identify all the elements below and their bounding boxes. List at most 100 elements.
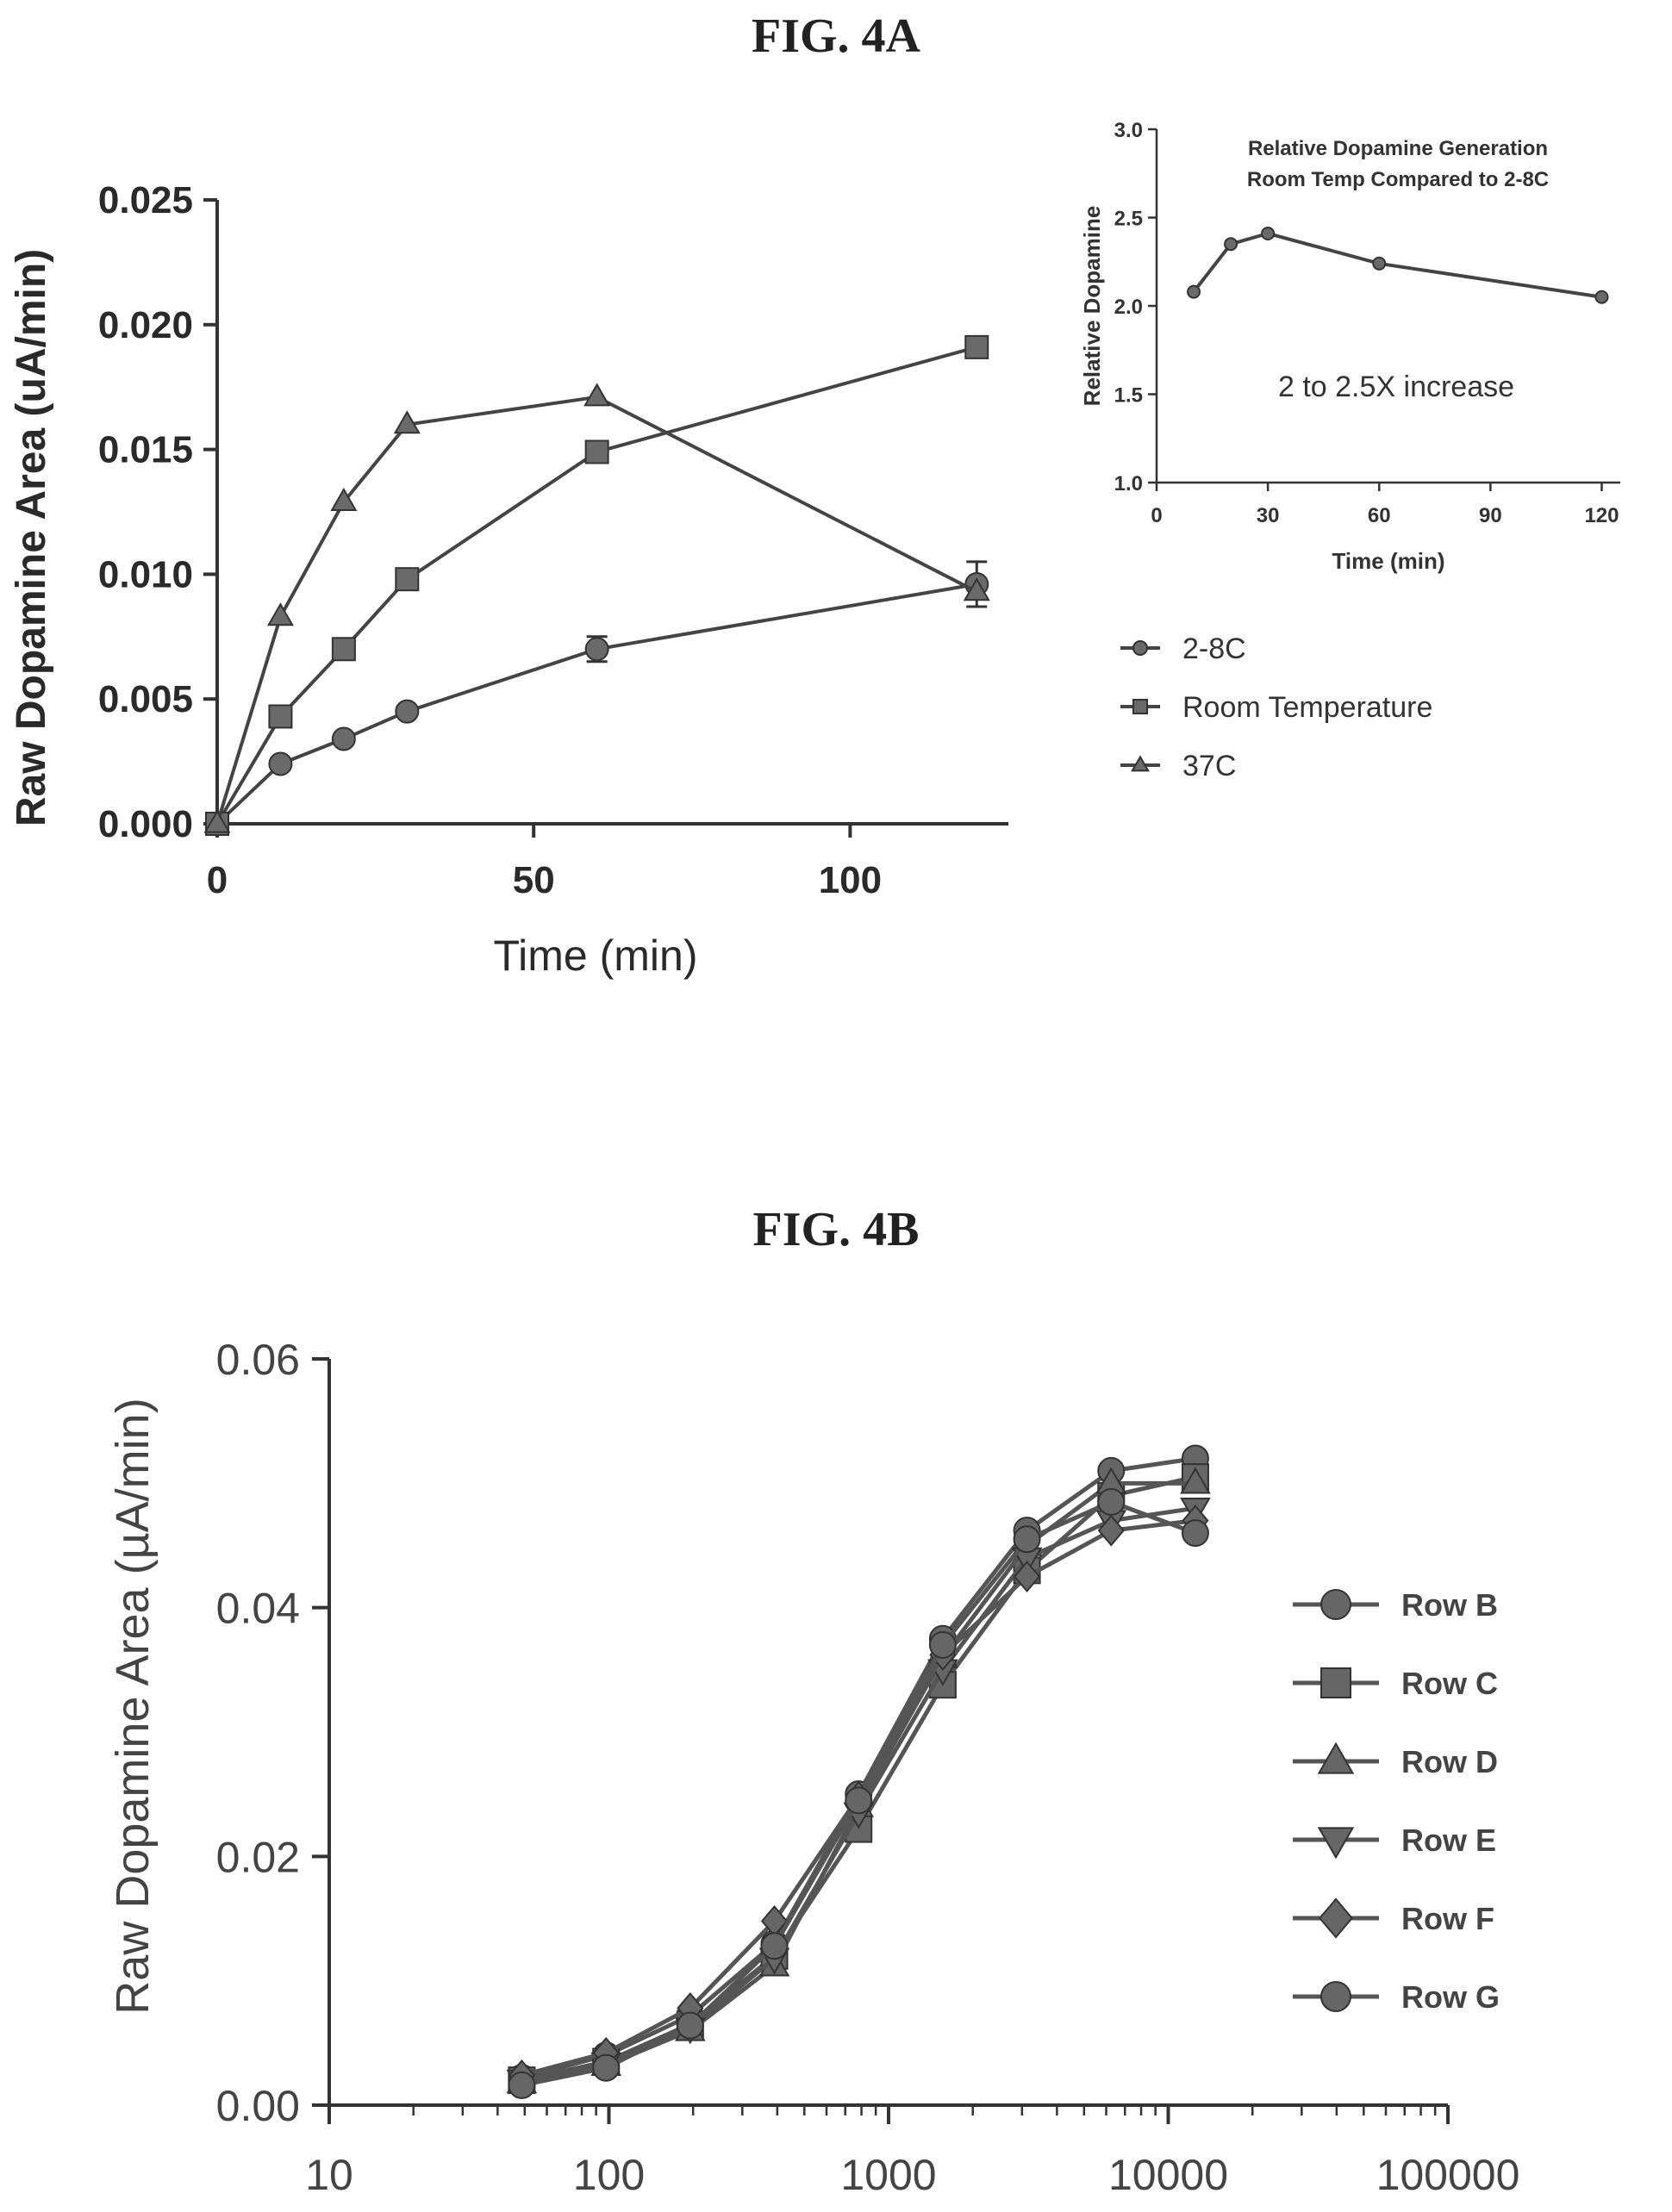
data-point bbox=[928, 1630, 957, 1659]
x-tick-label: 90 bbox=[1479, 504, 1502, 527]
figure-4a-title: FIG. 4A bbox=[752, 9, 921, 63]
legend-label: Row E bbox=[1401, 1823, 1496, 1858]
data-point bbox=[1181, 1519, 1209, 1548]
inset-series-line bbox=[1192, 231, 1602, 299]
legend-label: Row C bbox=[1401, 1666, 1498, 1701]
legend-marker bbox=[1320, 1589, 1351, 1620]
legend-label: 37C bbox=[1182, 750, 1236, 782]
series-line bbox=[215, 345, 977, 826]
legend-label: Room Temperature bbox=[1182, 691, 1432, 724]
series-line bbox=[215, 395, 978, 825]
y-tick-label: 2.5 bbox=[1114, 208, 1143, 231]
data-point bbox=[964, 334, 989, 359]
x-tick-label: 120 bbox=[1584, 504, 1619, 527]
y-tick-label: 0.025 bbox=[98, 179, 193, 221]
series-line bbox=[521, 1455, 1196, 2080]
y-tick-label: 3.0 bbox=[1114, 119, 1143, 142]
x-tick-label: 60 bbox=[1368, 504, 1391, 527]
x-tick-label: 0 bbox=[1151, 504, 1162, 527]
legend-marker bbox=[1320, 1981, 1351, 2012]
y-tick-label: 0.02 bbox=[216, 1833, 300, 1881]
inset-data-point bbox=[1224, 237, 1238, 252]
legend-marker bbox=[1320, 1667, 1351, 1698]
chart-4a-main: 0.000 0.005 0.010 0.015 0.020 0.025 0 50 100 Time… bbox=[9, 179, 1432, 980]
y-axis-label: Relative Dopamine bbox=[1079, 206, 1105, 407]
data-point bbox=[393, 410, 421, 434]
data-point bbox=[584, 439, 609, 464]
y-axis-label: Raw Dopamine Area (uA/min) bbox=[9, 249, 54, 826]
data-point bbox=[268, 751, 293, 776]
y-tick-label: 0.005 bbox=[98, 678, 193, 720]
inset-data-point bbox=[1372, 256, 1387, 271]
x-tick-label: 100 bbox=[819, 859, 882, 901]
inset-data-point bbox=[1187, 284, 1201, 299]
legend-label: Row F bbox=[1401, 1901, 1494, 1936]
data-point bbox=[331, 726, 356, 751]
y-tick-label: 0.020 bbox=[98, 304, 193, 346]
data-point bbox=[583, 383, 611, 407]
y-tick-label: 0.010 bbox=[98, 553, 193, 595]
series-37c bbox=[203, 383, 990, 833]
figure-4b-title: FIG. 4B bbox=[753, 1203, 920, 1256]
data-point bbox=[1097, 1487, 1126, 1516]
series-row-c bbox=[508, 1463, 1209, 2095]
data-point bbox=[1097, 1514, 1125, 1547]
series-row-g bbox=[508, 1487, 1209, 2099]
y-tick-label: 0.00 bbox=[216, 2082, 300, 2130]
x-tick-label: 30 bbox=[1257, 504, 1280, 527]
data-point bbox=[845, 1786, 873, 1815]
legend-marker bbox=[1317, 1742, 1355, 1774]
data-point bbox=[676, 2011, 704, 2040]
legend-marker bbox=[1132, 699, 1148, 714]
data-point bbox=[331, 637, 356, 662]
legend-marker bbox=[1131, 755, 1150, 772]
data-point bbox=[1180, 1467, 1211, 1494]
data-point bbox=[760, 1932, 789, 1960]
data-point bbox=[395, 699, 420, 724]
series-room-temperature bbox=[205, 334, 989, 836]
x-tick-label: 100000 bbox=[1376, 2151, 1520, 2199]
legend-marker bbox=[1132, 640, 1148, 656]
data-point bbox=[1013, 1561, 1041, 1593]
x-tick-label: 50 bbox=[513, 859, 555, 901]
legend-marker bbox=[1317, 1827, 1355, 1860]
legend-label: Row G bbox=[1401, 1979, 1500, 2015]
y-tick-label: 0.015 bbox=[98, 429, 193, 471]
legend-label: Row B bbox=[1401, 1587, 1498, 1623]
data-point bbox=[266, 602, 294, 626]
legend-label: 2-8C bbox=[1182, 632, 1246, 665]
x-tick-label: 0 bbox=[207, 859, 228, 901]
series-2-8c bbox=[205, 560, 989, 836]
series-line bbox=[215, 583, 977, 826]
inset-title-line: Relative Dopamine Generation bbox=[1248, 137, 1548, 160]
x-tick-label: 10 bbox=[305, 2151, 353, 2199]
data-point bbox=[203, 809, 231, 833]
chart-4a-inset: 1.0 1.5 2.0 2.5 3.0 0 30 60 90 120 Time (min) Relat… bbox=[1079, 119, 1620, 574]
data-point bbox=[592, 2053, 621, 2082]
legend-label: Row D bbox=[1401, 1744, 1498, 1779]
series-row-b bbox=[508, 1444, 1209, 2092]
data-point bbox=[268, 704, 293, 729]
data-point bbox=[584, 637, 609, 662]
chart-4b: 0.00 0.02 0.04 0.06 10 100 1000 10000 100000 Raw … bbox=[107, 1336, 1519, 2199]
y-tick-label: 1.5 bbox=[1114, 384, 1143, 408]
x-axis-label: Time (min) bbox=[1332, 548, 1445, 574]
x-axis-label: Time (min) bbox=[493, 932, 697, 980]
data-point bbox=[963, 577, 990, 601]
inset-data-point bbox=[1594, 290, 1609, 304]
series-line bbox=[521, 1474, 1196, 2083]
x-tick-label: 1000 bbox=[840, 2151, 936, 2199]
y-tick-label: 0.04 bbox=[216, 1585, 300, 1633]
x-tick-label: 100 bbox=[573, 2151, 645, 2199]
inset-annotation: 2 to 2.5X increase bbox=[1278, 371, 1514, 403]
inset-data-point bbox=[1261, 226, 1276, 240]
y-tick-label: 1.0 bbox=[1114, 472, 1143, 495]
y-axis-label: Raw Dopamine Area (µA/min) bbox=[107, 1398, 159, 2014]
x-tick-label: 10000 bbox=[1108, 2151, 1228, 2199]
legend-marker bbox=[1318, 1897, 1354, 1939]
data-point bbox=[508, 2071, 536, 2099]
data-point bbox=[1013, 1525, 1041, 1554]
y-tick-label: 0.06 bbox=[216, 1336, 300, 1384]
inset-title-line: Room Temp Compared to 2-8C bbox=[1247, 168, 1549, 191]
